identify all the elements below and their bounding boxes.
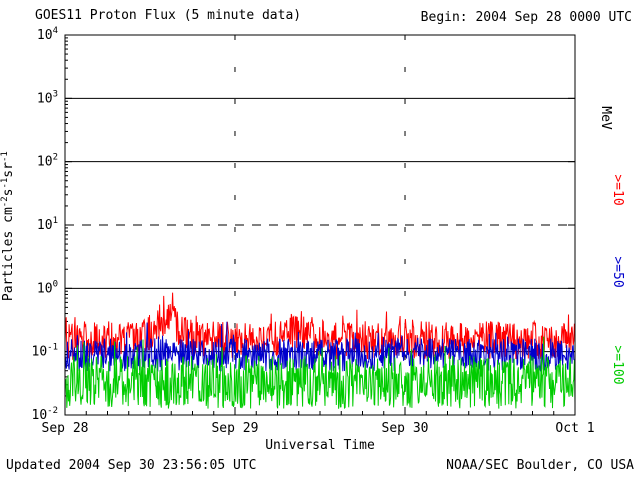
y-label-superscript: -1 bbox=[0, 151, 10, 163]
updated-timestamp: Updated 2004 Sep 30 23:56:05 UTC bbox=[6, 458, 257, 473]
series-line-1 bbox=[64, 321, 576, 373]
chart-title: GOES11 Proton Flux (5 minute data) bbox=[35, 8, 302, 23]
y-tick-label: 103 bbox=[37, 89, 58, 106]
y-tick-label: 100 bbox=[37, 279, 58, 296]
y-label-text: sr bbox=[1, 162, 17, 178]
begin-timestamp-label: Begin: 2004 Sep 28 0000 UTC bbox=[420, 10, 632, 25]
legend-entry-10: >=10 bbox=[610, 174, 625, 206]
y-tick-label: 104 bbox=[37, 26, 58, 43]
x-tick-label: Sep 28 bbox=[42, 421, 89, 436]
series-line-2 bbox=[64, 336, 576, 410]
y-tick-label: 10-1 bbox=[32, 343, 59, 360]
source-credit: NOAA/SEC Boulder, CO USA bbox=[446, 458, 634, 473]
legend-entry-100: >=100 bbox=[610, 345, 625, 385]
x-axis-label: Universal Time bbox=[265, 438, 375, 453]
y-tick-label: 10-2 bbox=[32, 406, 59, 423]
x-tick-label: Sep 30 bbox=[382, 421, 429, 436]
y-tick-label: 102 bbox=[37, 153, 58, 170]
x-tick-label: Oct 1 bbox=[555, 421, 594, 436]
plot-frame bbox=[64, 34, 576, 416]
legend-unit-mev: MeV bbox=[598, 106, 613, 130]
y-label-superscript: -1 bbox=[0, 177, 10, 189]
y-label-text: s bbox=[1, 188, 17, 197]
y-axis-label: Particles cm-2s-1sr-1 bbox=[0, 151, 16, 301]
x-tick-label: Sep 29 bbox=[211, 421, 258, 436]
legend-entry-50: >=50 bbox=[610, 256, 625, 288]
y-label-text: Particles cm bbox=[1, 207, 17, 302]
y-label-superscript: -2 bbox=[0, 196, 10, 208]
y-tick-label: 101 bbox=[37, 216, 58, 233]
